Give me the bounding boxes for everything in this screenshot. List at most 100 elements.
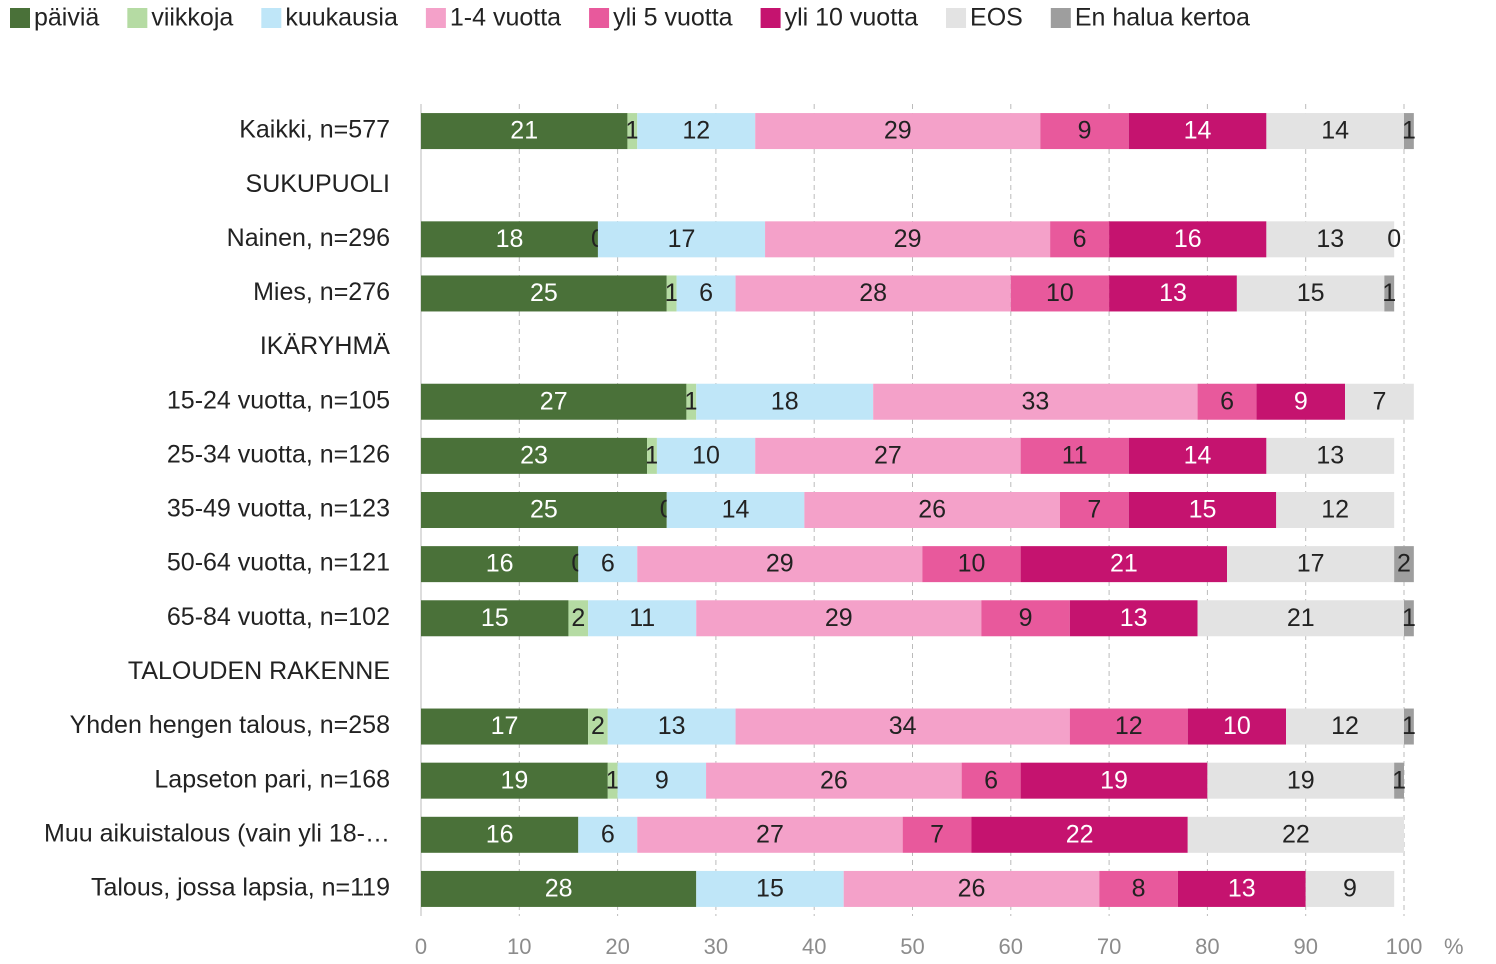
data-label: 17 (668, 225, 696, 253)
data-label: 13 (1228, 875, 1256, 903)
data-label: 6 (1073, 225, 1087, 253)
bar-segment (421, 816, 579, 853)
data-label: 15 (1189, 496, 1217, 524)
data-label: 29 (766, 550, 794, 578)
bar-segment (1020, 437, 1129, 474)
x-tick-label: 70 (1097, 934, 1121, 959)
legend-swatch (10, 8, 30, 28)
bar-segment (1187, 816, 1404, 853)
bar-segment (755, 437, 1021, 474)
data-label: 15 (1297, 279, 1325, 307)
y-tick-label: 25-34 vuotta, n=126 (167, 440, 390, 468)
data-label: 27 (756, 820, 784, 848)
data-label: 10 (958, 550, 986, 578)
bar-segment (607, 762, 618, 799)
bar-segment (1266, 437, 1395, 474)
data-label: 25 (530, 496, 558, 524)
bar-segment (1266, 113, 1404, 150)
bar-segment (421, 708, 589, 745)
bar-segment (1345, 383, 1414, 420)
bar-segment (981, 600, 1070, 637)
legend-swatch (1050, 8, 1071, 28)
bar-segment (656, 437, 756, 474)
y-tick-label: Muu aikuistalous (vain yli 18-… (44, 819, 390, 847)
bar-segment (1109, 221, 1267, 258)
data-label: 9 (655, 766, 669, 794)
data-label: 29 (884, 117, 912, 145)
data-label: 7 (1372, 387, 1386, 415)
data-label: 23 (520, 441, 548, 469)
data-label: 1 (1402, 712, 1416, 740)
bar-segment (961, 762, 1021, 799)
bar-segment (421, 762, 608, 799)
data-label: 2 (571, 604, 585, 632)
bar-segment (607, 708, 736, 745)
data-label: 10 (1223, 712, 1251, 740)
bar-segment (1207, 762, 1395, 799)
data-label: 2 (1397, 550, 1411, 578)
bar-segment (1404, 708, 1414, 745)
data-label: 6 (601, 550, 615, 578)
x-tick-label: 60 (999, 934, 1023, 959)
bar-segment (735, 275, 1011, 312)
x-tick-label: 30 (704, 934, 728, 959)
data-label: 10 (692, 441, 720, 469)
data-label: 26 (958, 875, 986, 903)
data-label: 6 (1220, 387, 1234, 415)
data-label: 1 (1382, 279, 1396, 307)
bar-segment (1187, 708, 1287, 745)
data-label: 8 (1132, 875, 1146, 903)
data-label: 1 (1392, 766, 1406, 794)
data-label: 17 (491, 712, 519, 740)
data-label: 6 (601, 820, 615, 848)
bar-segment (1010, 275, 1110, 312)
data-label: 27 (874, 441, 902, 469)
y-tick-label: 65-84 vuotta, n=102 (167, 603, 390, 631)
data-label: 16 (486, 550, 514, 578)
data-label: 27 (540, 387, 568, 415)
x-tick-label: 80 (1195, 934, 1219, 959)
data-label: 13 (658, 712, 686, 740)
legend-swatch (589, 8, 610, 28)
bar-segment (1020, 546, 1228, 583)
data-label: 14 (1321, 117, 1349, 145)
bar-segment (706, 762, 962, 799)
legend-swatch (425, 8, 446, 28)
legend-label: viikkoja (151, 4, 233, 32)
bar-segment (1236, 275, 1385, 312)
data-label: 1 (684, 387, 698, 415)
bar-segment (1109, 275, 1237, 312)
data-label: 9 (1294, 387, 1308, 415)
bar-segment (902, 816, 972, 853)
bar-segment (1069, 708, 1188, 745)
data-label: 17 (1297, 550, 1325, 578)
bar-segment (1050, 221, 1110, 258)
data-label: 10 (1046, 279, 1074, 307)
legend-label: En halua kertoa (1075, 4, 1250, 32)
bar-segment (971, 816, 1188, 853)
legend-swatch (760, 8, 781, 28)
data-label: 25 (530, 279, 558, 307)
bar-segment (676, 275, 736, 312)
bar-segment (735, 708, 1070, 745)
y-tick-label: Talous, jossa lapsia, n=119 (91, 874, 390, 902)
data-label: 1 (1402, 117, 1416, 145)
bar-segment (617, 762, 707, 799)
data-label: 13 (1120, 604, 1148, 632)
bar-segment (804, 492, 1060, 528)
data-label: 6 (699, 279, 713, 307)
bar-segment (1128, 113, 1267, 150)
data-label: 29 (894, 225, 922, 253)
data-label: 12 (1321, 496, 1349, 524)
bar-segment (1099, 870, 1178, 907)
bar-segment (666, 275, 677, 312)
y-tick-label: IKÄRYHMÄ (260, 332, 390, 360)
data-label: 12 (1115, 712, 1143, 740)
data-label: 22 (1066, 820, 1094, 848)
bar-segment (647, 437, 657, 474)
bar-segment (1177, 870, 1306, 907)
data-label: 18 (496, 225, 524, 253)
bar-segment (755, 113, 1041, 150)
data-label: 1 (606, 766, 620, 794)
bar-segment (1128, 437, 1267, 474)
